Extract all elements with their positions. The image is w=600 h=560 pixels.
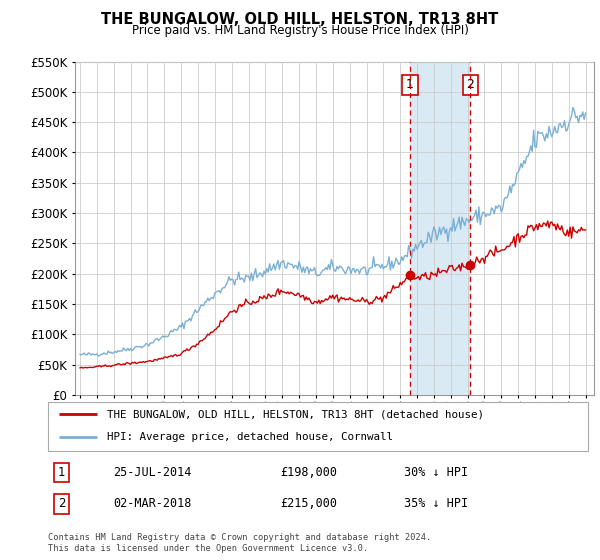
Text: 2: 2 [467, 78, 475, 91]
Text: £198,000: £198,000 [280, 466, 337, 479]
Text: 30% ↓ HPI: 30% ↓ HPI [404, 466, 469, 479]
Text: Contains HM Land Registry data © Crown copyright and database right 2024.
This d: Contains HM Land Registry data © Crown c… [48, 533, 431, 553]
FancyBboxPatch shape [48, 402, 588, 451]
Text: 25-JUL-2014: 25-JUL-2014 [113, 466, 191, 479]
Bar [410, 62, 470, 395]
Text: 02-MAR-2018: 02-MAR-2018 [113, 497, 191, 510]
Text: 1: 1 [58, 466, 65, 479]
Text: THE BUNGALOW, OLD HILL, HELSTON, TR13 8HT: THE BUNGALOW, OLD HILL, HELSTON, TR13 8H… [101, 12, 499, 27]
Text: 35% ↓ HPI: 35% ↓ HPI [404, 497, 469, 510]
Text: 2: 2 [58, 497, 65, 510]
Text: £215,000: £215,000 [280, 497, 337, 510]
Text: THE BUNGALOW, OLD HILL, HELSTON, TR13 8HT (detached house): THE BUNGALOW, OLD HILL, HELSTON, TR13 8H… [107, 409, 484, 419]
Text: 1: 1 [406, 78, 414, 91]
Text: Price paid vs. HM Land Registry's House Price Index (HPI): Price paid vs. HM Land Registry's House … [131, 24, 469, 36]
Text: HPI: Average price, detached house, Cornwall: HPI: Average price, detached house, Corn… [107, 432, 394, 442]
